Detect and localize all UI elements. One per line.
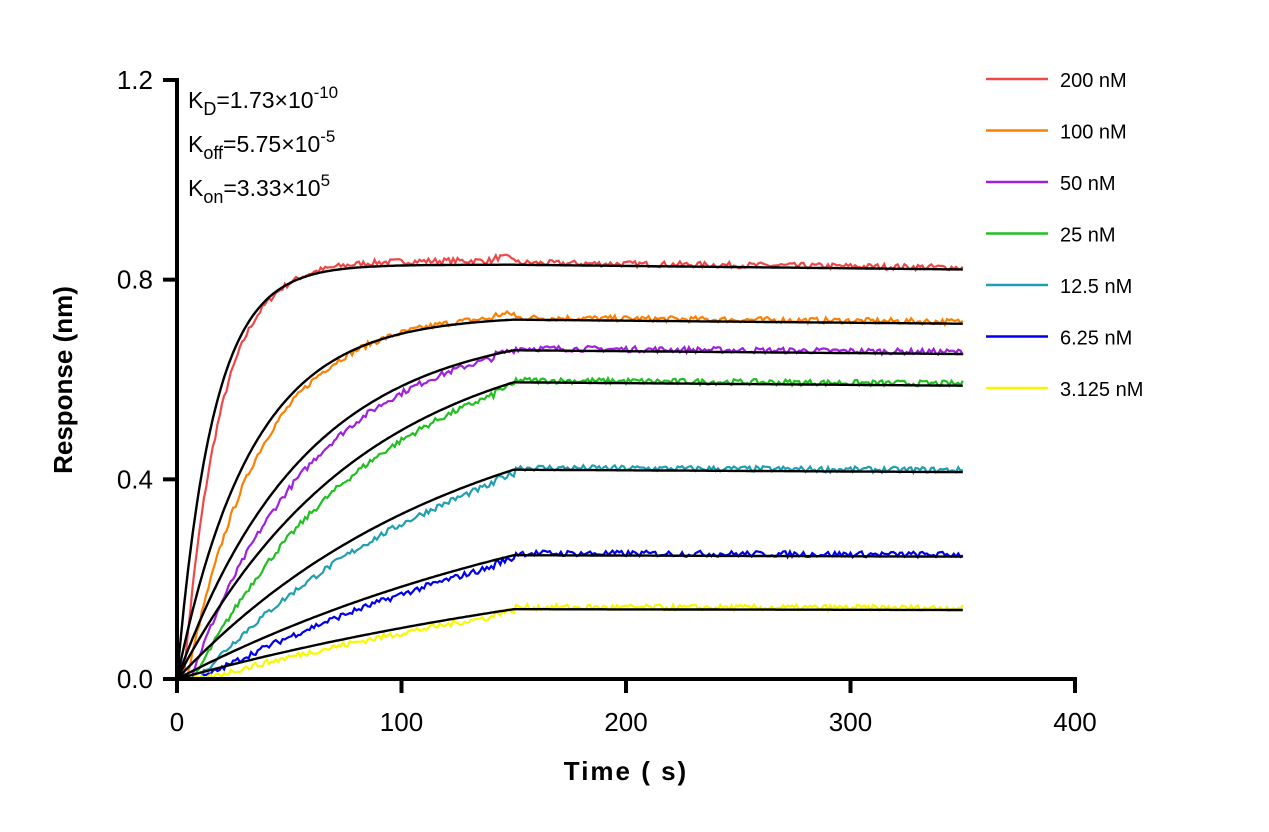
fit-curve-6.25nM	[176, 554, 963, 681]
x-tick-label: 300	[829, 707, 872, 737]
legend-item: 3.125 nM	[986, 379, 1143, 401]
fit-curve-25nM	[175, 381, 963, 680]
raw-curve-6.25nM	[176, 548, 964, 681]
kinetic-constant-on: Kon=3.33×105	[188, 171, 330, 207]
kinetic-constant-off: Koff=5.75×10-5	[188, 127, 335, 163]
x-tick-label: 100	[380, 707, 423, 737]
legend-label: 25 nM	[1060, 225, 1116, 247]
legend-label: 3.125 nM	[1060, 379, 1143, 401]
y-tick-label: 0.4	[117, 464, 153, 494]
x-tick-label: 400	[1053, 707, 1096, 737]
legend-label: 100 nM	[1060, 122, 1127, 144]
y-tick-label: 1.2	[117, 65, 153, 95]
legend-item: 100 nM	[986, 122, 1127, 144]
x-tick-label: 200	[604, 707, 647, 737]
raw-curve-3.125nM	[176, 601, 964, 681]
fit-curve-3.125nM	[176, 608, 963, 681]
kinetic-constants: KD=1.73×10-10 Koff=5.75×10-5 Kon=3.33×105	[188, 83, 338, 207]
y-tick-label: 0.0	[117, 664, 153, 694]
raw-curve-12.5nM	[177, 463, 964, 681]
legend-label: 6.25 nM	[1060, 328, 1132, 350]
x-axis-title: Time ( s)	[564, 756, 688, 786]
y-tick-label: 0.8	[117, 265, 153, 295]
legend-item: 12.5 nM	[986, 276, 1132, 298]
fit-curves	[175, 263, 963, 681]
legend: 200 nM 100 nM 50 nM 25 nM 12.5 nM 6.25 nM 3.12…	[986, 70, 1143, 401]
fit-curve-100nM	[175, 318, 963, 680]
fit-curve-50nM	[175, 349, 963, 680]
legend-label: 12.5 nM	[1060, 276, 1132, 298]
axes: 0 100 200 300 400 0.0 0.4 0.8 1.2	[117, 65, 1097, 737]
legend-item: 50 nM	[986, 173, 1116, 195]
legend-label: 50 nM	[1060, 173, 1116, 195]
legend-item: 25 nM	[986, 225, 1116, 247]
legend-label: 200 nM	[1060, 70, 1127, 92]
kinetic-constant-D: KD=1.73×10-10	[188, 83, 338, 119]
x-tick-label: 0	[170, 707, 184, 737]
legend-item: 200 nM	[986, 70, 1127, 92]
y-axis-title: Response (nm)	[48, 286, 78, 474]
fit-curve-200nM	[175, 263, 963, 680]
legend-item: 6.25 nM	[986, 328, 1132, 350]
fit-curve-12.5nM	[176, 468, 963, 680]
